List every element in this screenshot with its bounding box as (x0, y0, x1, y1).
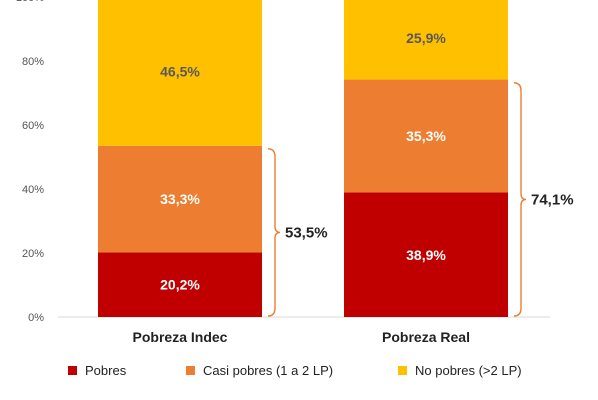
legend-item: Casi pobres (1 a 2 LP) (186, 363, 333, 378)
data-label: 20,2% (160, 277, 200, 293)
legend-label: Pobres (85, 363, 127, 378)
legend-swatch (68, 366, 77, 375)
legend-swatch (398, 366, 407, 375)
total-label: 53,5% (285, 224, 328, 241)
data-label: 33,3% (160, 191, 200, 207)
category-label: Pobreza Indec (133, 329, 228, 345)
bar-segment-no-pobres (344, 0, 508, 80)
legend: Pobres Casi pobres (1 a 2 LP) No pobres (>… (0, 363, 598, 383)
legend-item: No pobres (>2 LP) (398, 363, 522, 378)
total-label: 74,1% (531, 191, 574, 208)
bar-segment-casi-pobres (98, 145, 262, 253)
total-bracket (267, 148, 281, 317)
y-tick-label: 80% (22, 56, 44, 68)
bar-segment-no-pobres (98, 0, 262, 146)
y-tick-label: 60% (22, 120, 44, 132)
data-label: 46,5% (160, 63, 200, 79)
bar-segment-casi-pobres (344, 79, 508, 193)
legend-label: No pobres (>2 LP) (415, 363, 522, 378)
bar-segment-pobres (344, 192, 508, 317)
category-label: Pobreza Real (382, 329, 470, 345)
legend-item: Pobres (68, 363, 126, 378)
y-tick-label: 40% (22, 184, 44, 196)
legend-swatch (186, 366, 195, 375)
data-label: 25,9% (406, 30, 446, 46)
y-tick-label: 100% (16, 0, 44, 4)
data-label: 38,9% (406, 247, 446, 263)
legend-label: Casi pobres (1 a 2 LP) (203, 363, 334, 378)
data-label: 35,3% (406, 128, 446, 144)
y-tick-label: 20% (22, 248, 44, 260)
bar-segment-pobres (98, 252, 262, 317)
total-bracket (513, 82, 527, 317)
y-tick-label: 0% (28, 312, 44, 324)
